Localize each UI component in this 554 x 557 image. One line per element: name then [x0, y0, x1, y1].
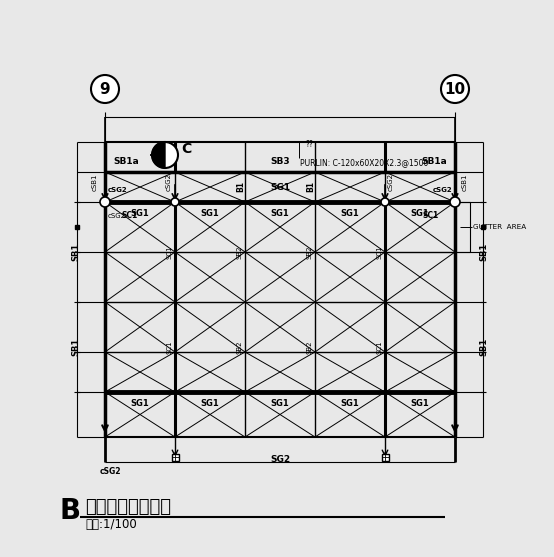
Text: SC1: SC1 — [166, 245, 172, 259]
Text: SG1: SG1 — [411, 209, 429, 218]
Text: SG1: SG1 — [131, 209, 150, 218]
Circle shape — [152, 142, 178, 168]
Text: cSG2: cSG2 — [108, 213, 126, 219]
Text: SG1: SG1 — [341, 209, 360, 218]
Text: SC1: SC1 — [376, 245, 382, 259]
Text: SB1: SB1 — [71, 338, 80, 356]
Circle shape — [441, 75, 469, 103]
Text: GUTTER  AREA: GUTTER AREA — [473, 224, 526, 230]
Bar — [172, 453, 178, 461]
Text: 10: 10 — [444, 81, 465, 96]
Text: PURLIN: C-120x60X20X2.3@1500: PURLIN: C-120x60X20X2.3@1500 — [300, 158, 428, 167]
Text: cSG2: cSG2 — [100, 467, 121, 476]
Text: SC1: SC1 — [423, 212, 439, 221]
Text: SG1: SG1 — [341, 399, 360, 408]
Circle shape — [450, 197, 460, 207]
Text: SC1: SC1 — [121, 212, 137, 221]
Text: B: B — [60, 497, 81, 525]
Circle shape — [91, 75, 119, 103]
Text: cSG2: cSG2 — [388, 173, 394, 191]
Text: cSG2: cSG2 — [108, 187, 127, 193]
Circle shape — [171, 198, 179, 206]
Text: ??: ?? — [305, 140, 313, 149]
Text: SB1: SB1 — [480, 338, 489, 356]
Text: SB2: SB2 — [306, 245, 312, 259]
Text: SB1a: SB1a — [113, 158, 138, 167]
Text: cSB1: cSB1 — [92, 173, 98, 190]
Text: SB2: SB2 — [236, 340, 242, 354]
Text: SG1: SG1 — [131, 399, 150, 408]
Circle shape — [100, 197, 110, 207]
Text: B1: B1 — [306, 182, 315, 193]
Text: SC1: SC1 — [376, 340, 382, 354]
Text: 比例:1/100: 比例:1/100 — [85, 519, 137, 531]
Text: SG1: SG1 — [270, 209, 289, 218]
Text: SG1: SG1 — [270, 183, 290, 192]
Text: SG2: SG2 — [270, 455, 290, 463]
Text: SB2: SB2 — [306, 340, 312, 354]
Text: SB1a: SB1a — [421, 158, 447, 167]
Circle shape — [381, 198, 389, 206]
Text: C: C — [181, 142, 191, 156]
Text: SG1: SG1 — [411, 399, 429, 408]
Text: 屋面层结构平面图: 屋面层结构平面图 — [85, 498, 171, 516]
Text: cSG2: cSG2 — [432, 187, 452, 193]
Bar — [382, 453, 388, 461]
Text: SG1: SG1 — [270, 399, 289, 408]
Text: B1: B1 — [237, 182, 245, 193]
Text: cSG2: cSG2 — [166, 173, 172, 191]
Text: SB1: SB1 — [480, 243, 489, 261]
Text: cSB1: cSB1 — [462, 173, 468, 190]
Text: SB1: SB1 — [71, 243, 80, 261]
Text: 9: 9 — [100, 81, 110, 96]
Text: SG1: SG1 — [201, 399, 219, 408]
Polygon shape — [152, 142, 165, 168]
Text: SB3: SB3 — [270, 158, 290, 167]
Text: SG1: SG1 — [201, 209, 219, 218]
Text: SC1: SC1 — [166, 340, 172, 354]
Text: SB2: SB2 — [236, 245, 242, 259]
